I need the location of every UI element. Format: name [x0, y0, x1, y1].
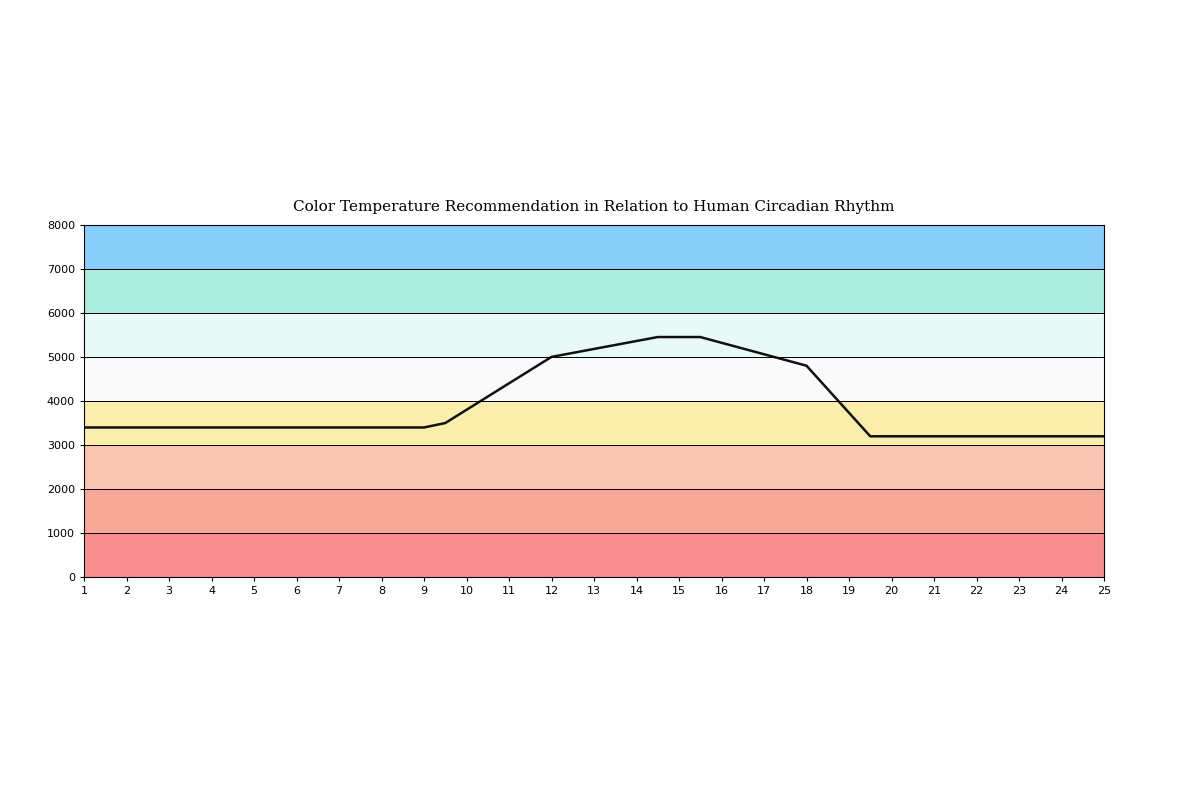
Bar: [84, 357, 1104, 401]
Bar: [84, 533, 1104, 577]
Bar: [84, 445, 1104, 489]
Bar: [84, 313, 1104, 357]
Bar: [84, 489, 1104, 533]
Bar: [84, 269, 1104, 313]
Bar: [84, 225, 1104, 269]
Title: Color Temperature Recommendation in Relation to Human Circadian Rhythm: Color Temperature Recommendation in Rela…: [293, 200, 895, 213]
Bar: [84, 401, 1104, 445]
